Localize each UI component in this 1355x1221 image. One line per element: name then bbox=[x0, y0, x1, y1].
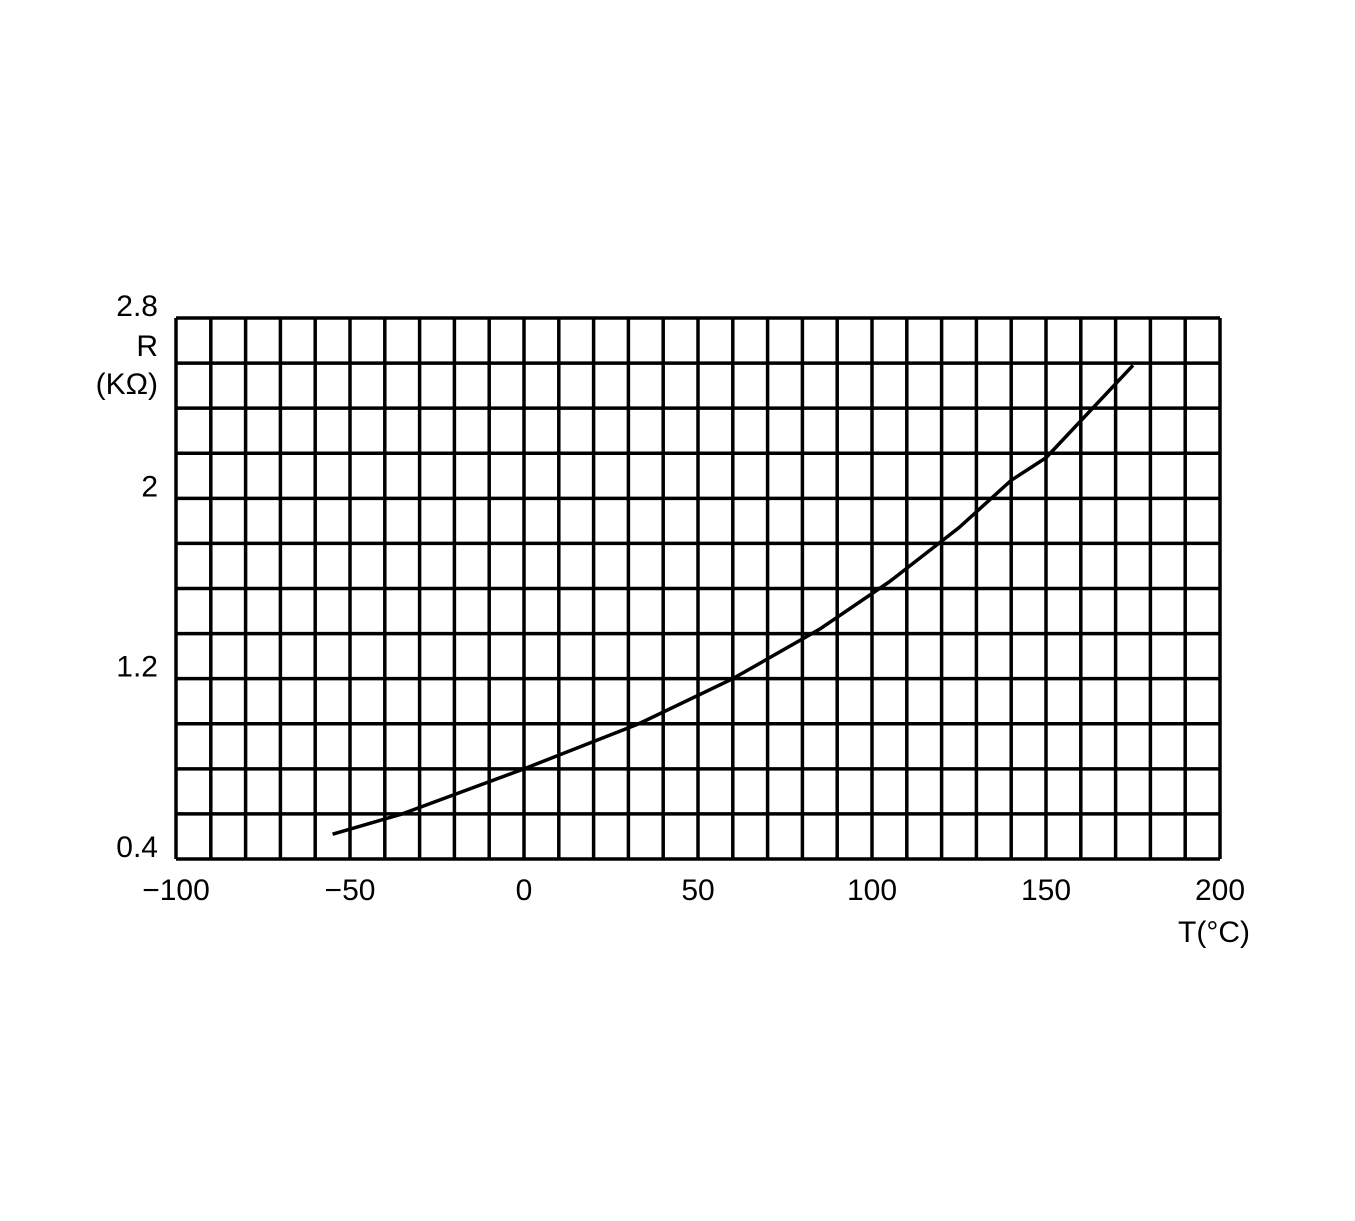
y-axis-label: R bbox=[136, 330, 158, 363]
y-tick-label: 1.2 bbox=[116, 651, 158, 684]
x-tick-label: 0 bbox=[516, 874, 533, 907]
y-tick-label: 2.8 bbox=[116, 290, 158, 323]
x-axis-label: T(°C) bbox=[1178, 916, 1250, 949]
data-line bbox=[332, 364, 1135, 836]
x-tick-label: −100 bbox=[142, 874, 210, 907]
y-tick-label: 0.4 bbox=[116, 831, 158, 864]
x-tick-label: 50 bbox=[681, 874, 714, 907]
y-axis-label: (KΩ) bbox=[96, 368, 158, 401]
x-tick-label: 100 bbox=[847, 874, 897, 907]
x-tick-label: 200 bbox=[1195, 874, 1245, 907]
y-tick-label: 2 bbox=[141, 470, 158, 503]
x-tick-label: −50 bbox=[325, 874, 376, 907]
x-tick-label: 150 bbox=[1021, 874, 1071, 907]
